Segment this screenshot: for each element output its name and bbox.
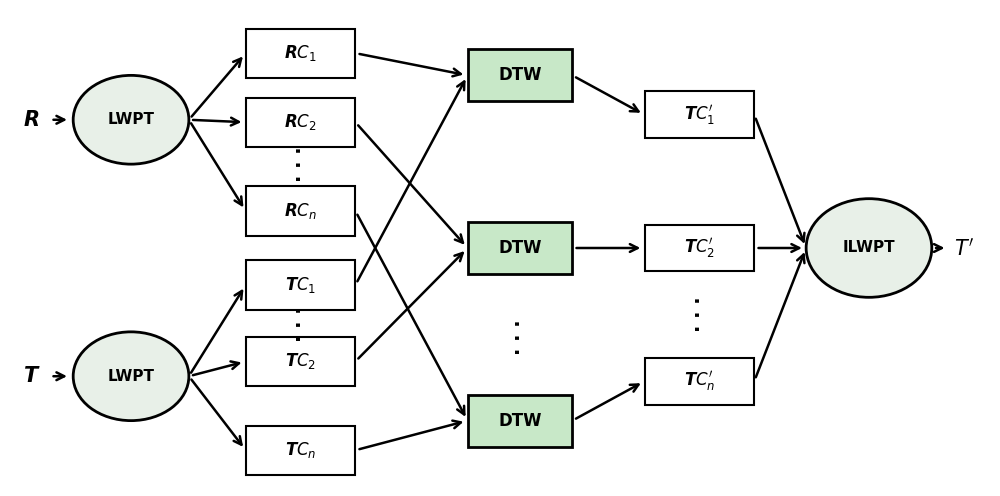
Text: $\boldsymbol{RC_1}$: $\boldsymbol{RC_1}$ [284,43,317,63]
Text: $\boldsymbol{TC_n}$: $\boldsymbol{TC_n}$ [285,440,316,460]
Text: $\boldsymbol{RC_2}$: $\boldsymbol{RC_2}$ [284,112,317,132]
FancyBboxPatch shape [246,260,355,310]
FancyBboxPatch shape [246,98,355,147]
Ellipse shape [73,75,189,164]
Text: · · ·: · · · [510,319,529,355]
Ellipse shape [806,199,932,297]
Text: $\boldsymbol{TC_1}$: $\boldsymbol{TC_1}$ [285,275,316,295]
FancyBboxPatch shape [246,337,355,386]
FancyBboxPatch shape [468,50,572,101]
FancyBboxPatch shape [645,358,754,405]
Text: $\boldsymbol{TC_n'}$: $\boldsymbol{TC_n'}$ [684,369,715,393]
FancyBboxPatch shape [468,395,572,446]
Text: $\boldsymbol{T'}$: $\boldsymbol{T'}$ [954,237,974,259]
FancyBboxPatch shape [246,426,355,475]
FancyBboxPatch shape [246,28,355,78]
Text: LWPT: LWPT [108,369,155,384]
Text: DTW: DTW [498,239,542,257]
FancyBboxPatch shape [468,222,572,274]
Text: DTW: DTW [498,66,542,84]
Text: · · ·: · · · [690,297,709,332]
Text: $\boldsymbol{TC_2'}$: $\boldsymbol{TC_2'}$ [684,236,715,260]
Text: ILWPT: ILWPT [843,241,895,255]
Text: LWPT: LWPT [108,112,155,127]
Text: $\boldsymbol{RC_n}$: $\boldsymbol{RC_n}$ [284,201,317,221]
Text: $\boldsymbol{T}$: $\boldsymbol{T}$ [23,366,40,386]
FancyBboxPatch shape [246,186,355,236]
Text: $\boldsymbol{TC_2}$: $\boldsymbol{TC_2}$ [285,352,316,372]
Text: DTW: DTW [498,412,542,430]
Text: · · ·: · · · [291,146,310,182]
Text: $\boldsymbol{TC_1'}$: $\boldsymbol{TC_1'}$ [684,103,715,127]
FancyBboxPatch shape [645,91,754,138]
Text: $\boldsymbol{R}$: $\boldsymbol{R}$ [23,110,39,130]
FancyBboxPatch shape [645,225,754,271]
Ellipse shape [73,332,189,421]
Text: · · ·: · · · [291,307,310,342]
